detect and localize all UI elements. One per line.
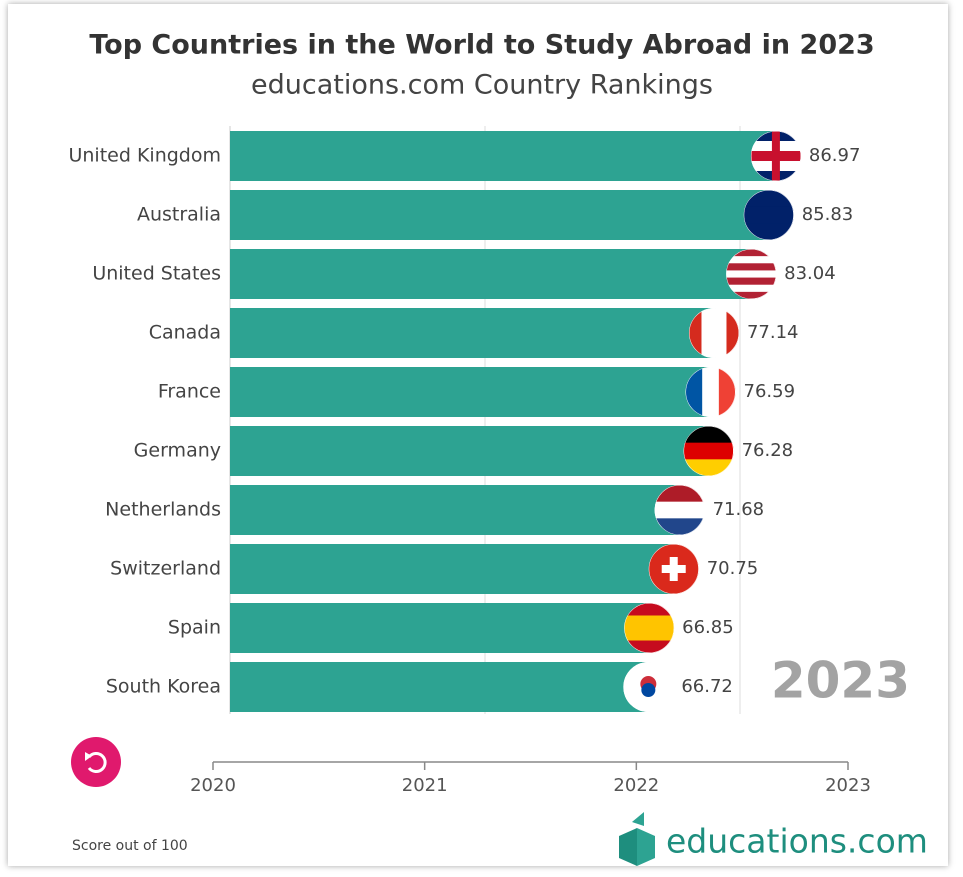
value-label: 77.14	[747, 322, 799, 343]
category-label: United Kingdom	[68, 145, 221, 167]
replay-circle[interactable]	[71, 737, 121, 787]
bar	[230, 131, 778, 181]
flag-stripe	[624, 615, 675, 629]
value-label: 70.75	[707, 558, 759, 579]
timeline-tick-label: 2021	[402, 775, 448, 796]
flag	[750, 131, 801, 181]
flag	[648, 544, 699, 594]
value-label: 85.83	[802, 204, 854, 225]
value-label: 83.04	[784, 263, 836, 284]
value-label: 76.59	[744, 381, 796, 402]
bar	[230, 662, 651, 712]
replay-button[interactable]	[71, 737, 121, 787]
logo-shape	[632, 812, 644, 826]
bar	[230, 426, 711, 476]
flag	[683, 426, 734, 476]
flag-stripe	[743, 190, 794, 208]
flag-cross	[771, 131, 780, 181]
timeline-tick-label: 2020	[190, 775, 236, 796]
flag-stripe	[683, 459, 734, 476]
logo-icon	[619, 812, 655, 866]
bar	[230, 603, 652, 653]
value-label: 76.28	[742, 440, 794, 461]
category-label: Switzerland	[110, 558, 221, 580]
timeline-tick-label: 2022	[613, 775, 659, 796]
flag-cross	[669, 557, 678, 581]
bar	[230, 190, 771, 240]
category-label: Netherlands	[105, 499, 221, 521]
logo-shape	[619, 828, 637, 866]
category-label: Canada	[149, 322, 221, 344]
replay-arrow[interactable]	[85, 752, 92, 761]
bar	[230, 544, 676, 594]
bar	[230, 249, 754, 299]
category-label: Australia	[137, 204, 221, 226]
value-label: 86.97	[809, 145, 861, 166]
flag-stripe	[718, 367, 736, 417]
logo-shape	[637, 828, 655, 866]
flag-stripe	[726, 249, 777, 257]
value-label: 66.85	[682, 617, 734, 638]
flag-stripe	[654, 485, 705, 503]
category-label: South Korea	[106, 676, 221, 698]
replay-icon[interactable]	[87, 752, 107, 773]
chart-subtitle: educations.com Country Rankings	[251, 70, 713, 101]
flag	[685, 367, 736, 417]
flag-stripe	[685, 367, 703, 417]
flag	[623, 662, 674, 712]
flag-stripe	[726, 270, 777, 279]
year-label: 2023	[771, 652, 910, 710]
flag-emblem	[641, 683, 656, 697]
flag-stripe	[654, 518, 705, 535]
bar	[230, 485, 682, 535]
flag-stripe	[683, 442, 734, 460]
flag-stripe	[702, 367, 720, 417]
flag	[726, 249, 777, 299]
flag	[743, 190, 794, 240]
flag-stripe	[654, 501, 705, 519]
flag	[688, 308, 739, 358]
category-label: France	[158, 381, 221, 403]
bar	[230, 367, 713, 417]
footnote: Score out of 100	[72, 838, 188, 854]
flag-stripe	[624, 628, 675, 641]
flag-stripe	[743, 223, 794, 240]
chart-title: Top Countries in the World to Study Abro…	[89, 30, 874, 61]
flag-stripe	[726, 291, 777, 299]
value-label: 66.72	[681, 676, 733, 697]
flag-stripe	[726, 256, 777, 264]
flag-stripe	[683, 426, 734, 444]
category-label: United States	[92, 263, 221, 285]
flag-stripe	[743, 206, 794, 224]
flag-stripe	[713, 308, 727, 358]
flag	[654, 485, 705, 535]
flag-stripe	[726, 263, 777, 271]
bar	[230, 308, 716, 358]
category-label: Spain	[168, 617, 221, 639]
flag-stripe	[726, 284, 777, 293]
value-label: 71.68	[713, 499, 765, 520]
flag-stripe	[726, 277, 777, 286]
category-label: Germany	[134, 440, 221, 462]
flag-stripe	[726, 308, 739, 358]
timeline-tick-label: 2023	[825, 775, 871, 796]
logo-text: educations.com	[666, 822, 928, 861]
flag-stripe	[701, 308, 715, 358]
